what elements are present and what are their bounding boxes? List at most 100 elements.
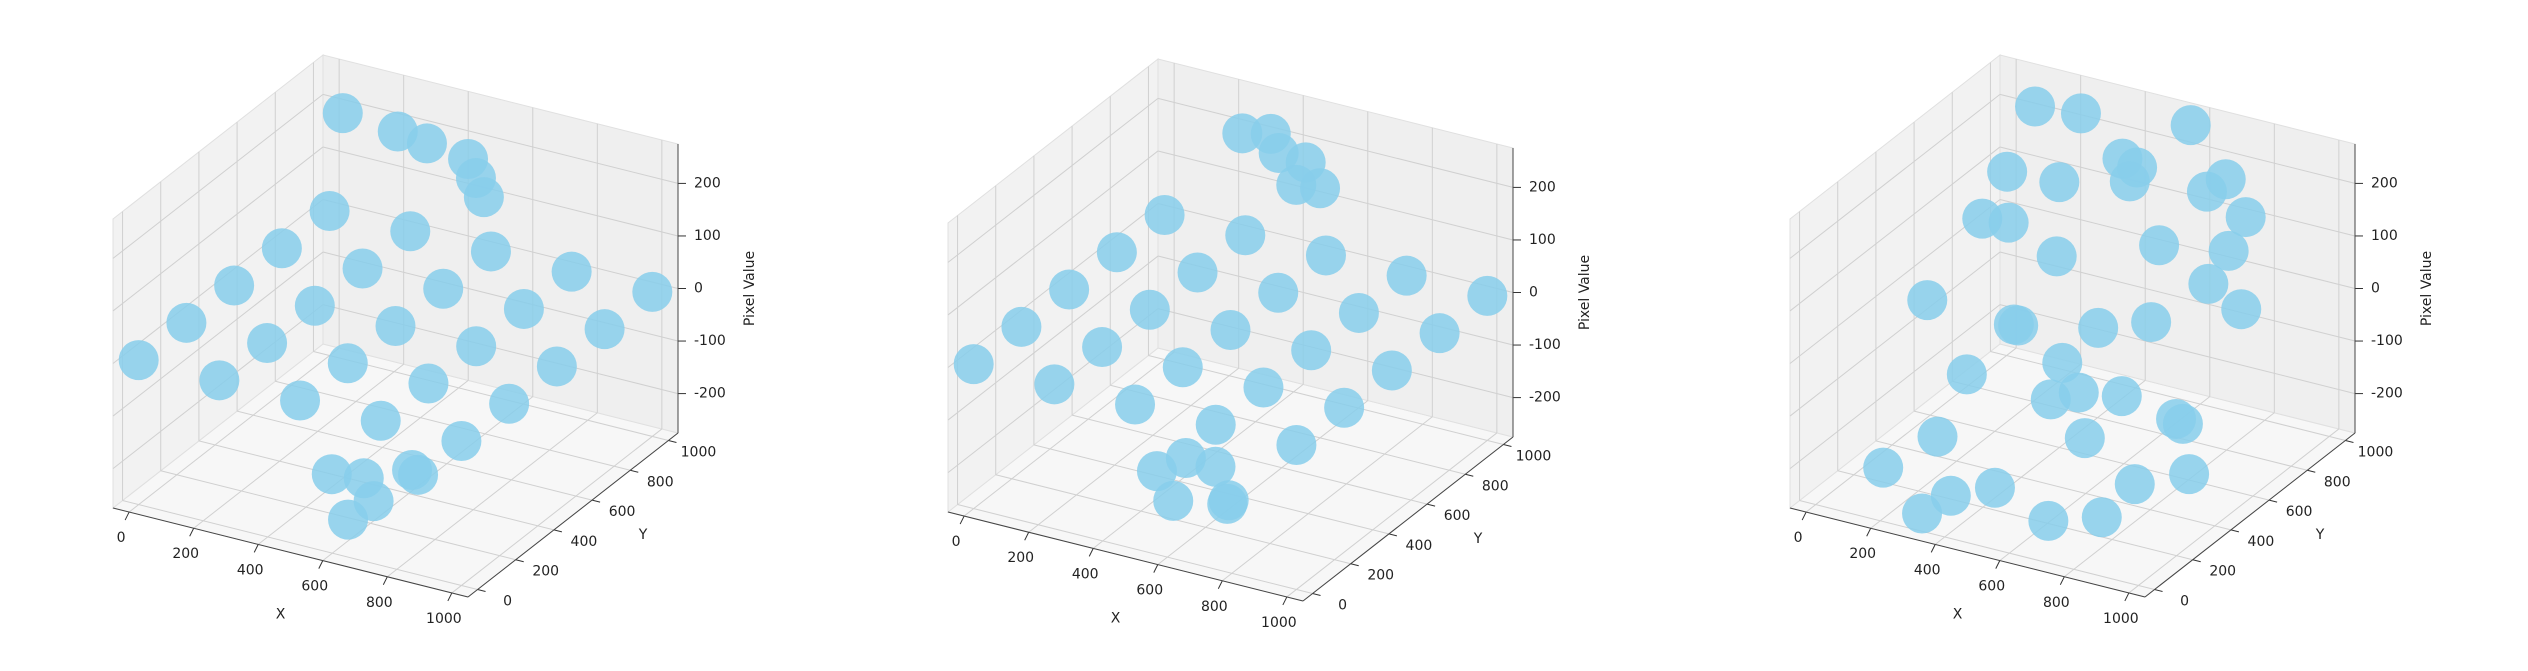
data-point (2114, 464, 2155, 505)
x-axis-line (947, 511, 1304, 602)
tick-mark (2307, 469, 2316, 473)
y-tick-label: 800 (2324, 474, 2351, 490)
grid-line (1799, 500, 2155, 591)
tick-mark (2124, 592, 2130, 602)
z-tick-label: -100 (2371, 333, 2403, 349)
tick-mark (1312, 593, 1321, 597)
tick-mark (1088, 548, 1094, 557)
tick-mark (1388, 533, 1398, 537)
data-point (311, 454, 352, 495)
data-point (2036, 236, 2077, 277)
grid-line (1033, 444, 1390, 535)
data-point (584, 309, 625, 350)
data-point (408, 363, 449, 404)
tick-mark (2268, 499, 2278, 503)
z-tick-label: 0 (694, 281, 703, 297)
data-point (2208, 230, 2249, 271)
data-point (166, 302, 207, 343)
data-point (309, 191, 350, 231)
data-point (1291, 330, 1332, 371)
y-tick-label: 600 (1444, 508, 1471, 524)
tick-mark (591, 499, 601, 503)
data-point (1034, 364, 1075, 405)
data-point (1258, 272, 1299, 313)
data-point (632, 271, 673, 312)
x-tick-label: 0 (1794, 530, 1803, 546)
x-tick-label: 0 (117, 530, 126, 546)
z-tick-label: -200 (1529, 390, 1561, 406)
data-point (1225, 215, 1266, 256)
data-point (214, 265, 255, 306)
data-point (2170, 105, 2211, 146)
data-point (463, 177, 504, 218)
grid-line (1789, 146, 2001, 312)
data-point (2058, 372, 2099, 413)
grid-line (112, 251, 324, 417)
data-point (1987, 151, 2028, 192)
x-tick-label: 400 (1914, 562, 1941, 578)
tick-mark (2230, 529, 2240, 533)
data-point (2139, 225, 2180, 266)
z-tick-label: 200 (2371, 175, 2398, 191)
subplot: 0200400600800100002004006008001000-200-1… (946, 57, 1593, 631)
data-point (118, 340, 159, 381)
data-point (406, 123, 447, 164)
data-point (322, 93, 363, 134)
data-point (328, 499, 369, 540)
data-point (953, 344, 994, 385)
y-tick-label: 200 (2209, 564, 2236, 580)
data-point (2162, 403, 2203, 444)
data-point (375, 306, 416, 346)
x-tick-label: 600 (1978, 579, 2005, 595)
z-tick-label: -100 (1529, 337, 1561, 353)
tick-mark (253, 544, 259, 553)
y-tick-label: 600 (2286, 504, 2313, 520)
data-point (1001, 306, 1042, 347)
subplot: 0200400600800100002004006008001000-200-1… (1788, 53, 2435, 627)
data-point (2109, 161, 2150, 202)
grid-line (1999, 146, 2356, 237)
y-tick-label: 400 (2248, 534, 2275, 550)
data-point (1467, 275, 1508, 316)
x-tick-label: 400 (1072, 566, 1099, 582)
tick-mark (382, 576, 388, 585)
z-tick-label: 100 (1529, 232, 1556, 248)
tick-mark (124, 511, 130, 521)
data-point (2028, 500, 2069, 541)
data-point (1324, 387, 1365, 428)
z-tick-label: 200 (694, 175, 721, 191)
data-point (2078, 307, 2119, 348)
x-tick-label: 1000 (426, 611, 462, 627)
y-tick-label: 1000 (681, 444, 717, 460)
x-axis-label: X (276, 607, 286, 623)
grid-line (2064, 412, 2275, 578)
data-point (1902, 493, 1943, 534)
data-point (2221, 289, 2262, 330)
data-point (1371, 350, 1412, 391)
tick-mark (630, 469, 639, 473)
x-axis-line (1789, 507, 2146, 598)
tick-mark (477, 589, 486, 593)
grid-line (1999, 304, 2356, 395)
z-tick-label: 100 (2371, 228, 2398, 244)
y-tick-label: 800 (647, 474, 674, 490)
grid-line (112, 146, 324, 312)
grid-line (1071, 414, 1428, 505)
data-point (2081, 497, 2122, 538)
data-point (1907, 280, 1948, 321)
tick-mark (1153, 564, 1159, 573)
grid-line (1222, 416, 1433, 582)
x-axis-line (112, 507, 469, 598)
data-point (2039, 162, 2080, 203)
grid-line (963, 351, 1175, 517)
data-point (470, 231, 511, 272)
data-point (1305, 235, 1346, 276)
data-point (1153, 480, 1194, 521)
z-tick-label: -200 (2371, 386, 2403, 402)
data-point (1863, 447, 1904, 488)
data-point (2205, 159, 2246, 200)
data-point (360, 400, 401, 441)
grid-line (112, 94, 324, 259)
data-point (423, 268, 464, 309)
